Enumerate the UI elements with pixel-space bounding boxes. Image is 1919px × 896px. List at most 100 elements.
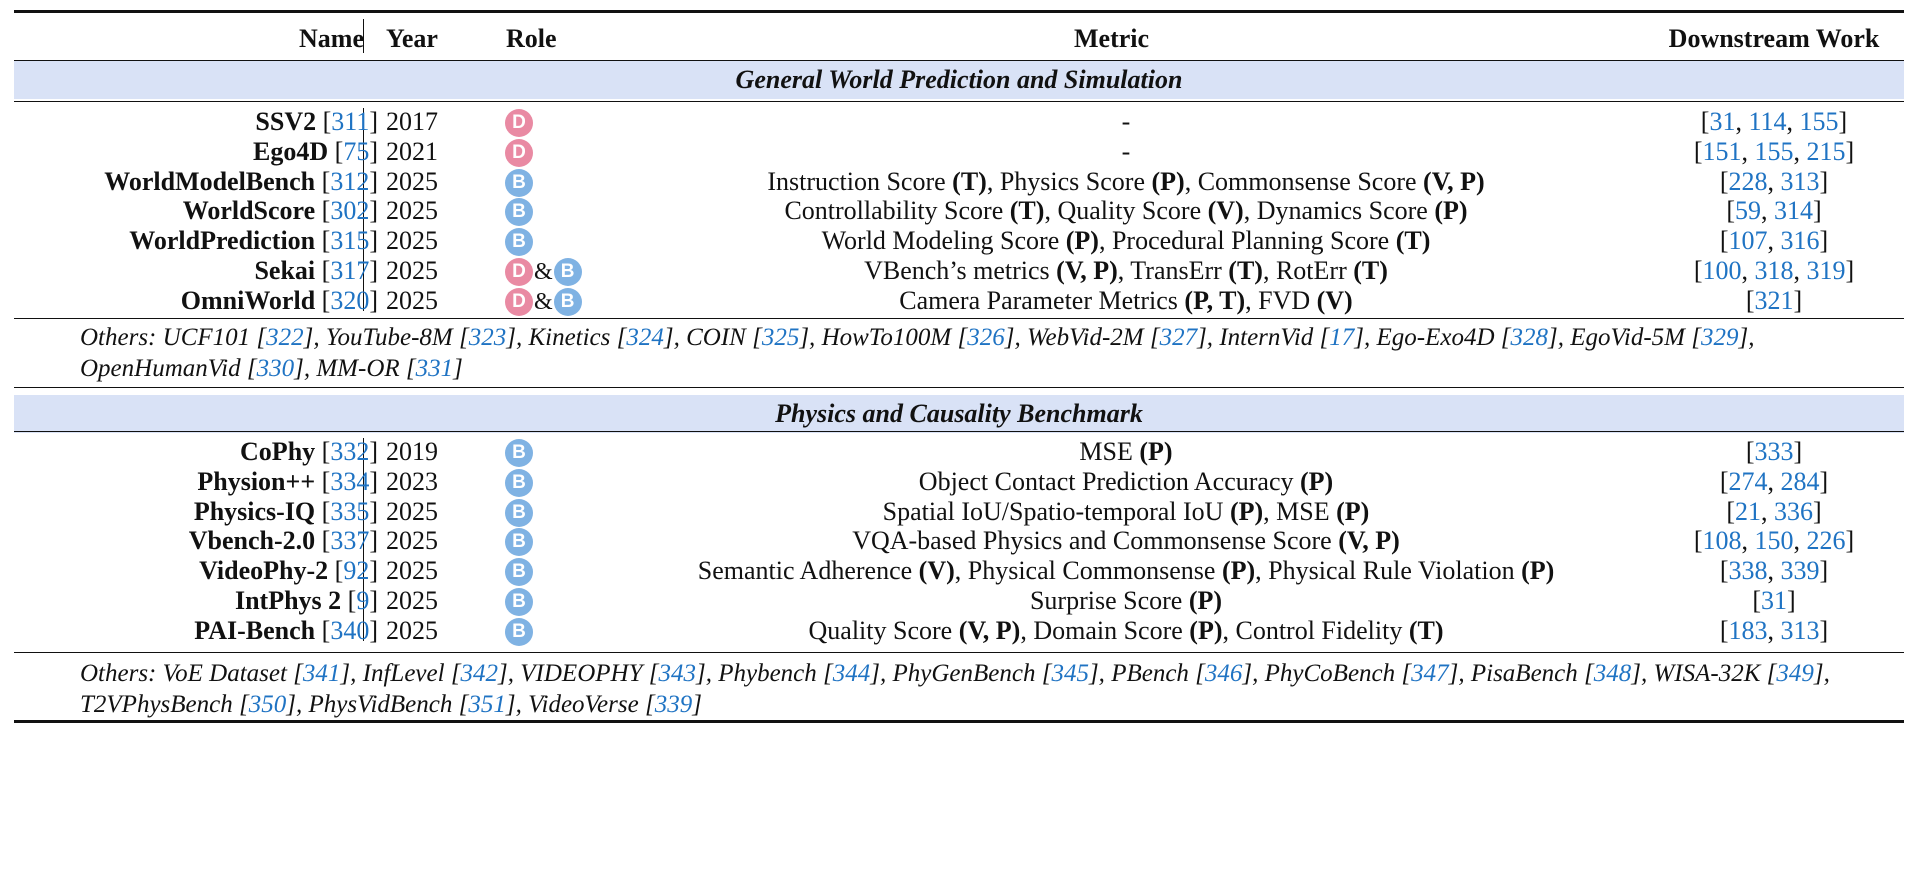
citation-link[interactable]: 340 — [330, 615, 370, 645]
citation-link[interactable]: 339 — [654, 691, 693, 718]
citation-link[interactable]: 9 — [356, 586, 370, 615]
bracket-close: ], — [303, 324, 326, 351]
citation-link[interactable]: 284 — [1780, 466, 1820, 496]
citation-link[interactable]: 226 — [1806, 526, 1846, 556]
citation-link[interactable]: 302 — [330, 196, 370, 226]
bracket-close: ] — [1819, 556, 1829, 586]
citation-link[interactable]: 155 — [1799, 107, 1839, 136]
comma: , — [1786, 107, 1800, 136]
citation-link[interactable]: 313 — [1780, 166, 1820, 196]
comma: , — [1767, 615, 1781, 645]
role-cell: B — [505, 227, 533, 257]
metric-text: Semantic Adherence — [697, 556, 919, 586]
citation-link[interactable]: 343 — [658, 660, 696, 687]
citation-link[interactable]: 339 — [1780, 556, 1820, 586]
bracket-open: [ — [1726, 496, 1735, 526]
citation-link[interactable]: 327 — [1159, 324, 1198, 351]
citation-link[interactable]: 324 — [626, 324, 664, 351]
role-cell: D & B — [505, 287, 582, 317]
citation-link[interactable]: 59 — [1735, 196, 1761, 226]
citation-link[interactable]: 341 — [302, 660, 341, 687]
citation-link[interactable]: 314 — [1774, 196, 1813, 226]
metric-dimension: (P) — [1065, 226, 1099, 256]
citation-link[interactable]: 348 — [1593, 660, 1632, 687]
citation-link[interactable]: 100 — [1702, 256, 1742, 285]
bracket-close: ] — [369, 615, 378, 645]
metric-text: VBench’s metrics — [864, 256, 1057, 285]
citation-link[interactable]: 75 — [343, 136, 370, 166]
column-separator — [363, 108, 365, 311]
citation-link[interactable]: 31 — [1761, 586, 1787, 615]
citation-link[interactable]: 316 — [1780, 226, 1820, 256]
citation-link[interactable]: 107 — [1728, 226, 1768, 256]
downstream-cell: [274, 284] — [1644, 464, 1904, 501]
citation-link[interactable]: 338 — [1728, 556, 1768, 586]
role-cell: D & B — [505, 257, 582, 287]
others-item: PisaBench [ — [1470, 660, 1594, 687]
citation-link[interactable]: 319 — [1806, 256, 1846, 285]
benchmark-badge: B — [505, 198, 533, 227]
citation-link[interactable]: 318 — [1754, 256, 1794, 285]
metric-dimension: (V, P) — [1056, 256, 1118, 285]
citation-link[interactable]: 329 — [1700, 324, 1739, 351]
citation-link[interactable]: 315 — [330, 226, 370, 256]
citation-link[interactable]: 347 — [1411, 660, 1449, 687]
year-cell: 2025 — [386, 586, 438, 615]
others-note: Others: UCF101 [322], YouTube-8M [323], … — [80, 322, 1894, 384]
dataset-name-label: OmniWorld — [180, 285, 316, 315]
citation-link[interactable]: 17 — [1329, 324, 1355, 351]
citation-link[interactable]: 346 — [1204, 660, 1243, 687]
citation-link[interactable]: 150 — [1754, 526, 1794, 556]
citation-link[interactable]: 351 — [468, 691, 506, 718]
citation-link[interactable]: 333 — [1754, 437, 1794, 466]
citation-link[interactable]: 344 — [832, 660, 871, 687]
citation-link[interactable]: 336 — [1774, 496, 1813, 526]
bracket-close: ] — [1813, 196, 1822, 226]
citation-link[interactable]: 313 — [1780, 615, 1820, 645]
citation-link[interactable]: 321 — [1754, 285, 1794, 315]
citation-link[interactable]: 334 — [330, 466, 370, 496]
citation-link[interactable]: 331 — [415, 355, 454, 382]
citation-link[interactable]: 155 — [1754, 136, 1794, 166]
citation-link[interactable]: 21 — [1735, 496, 1761, 526]
citation-link[interactable]: 349 — [1776, 660, 1814, 687]
others-item: EgoVid-5M [ — [1570, 324, 1701, 351]
metric-text: - — [1121, 107, 1131, 136]
citation-link[interactable]: 322 — [266, 324, 304, 351]
citation-link[interactable]: 325 — [761, 324, 800, 351]
citation-link[interactable]: 312 — [330, 166, 370, 196]
citation-link[interactable]: 345 — [1051, 660, 1089, 687]
citation-link[interactable]: 311 — [331, 107, 370, 136]
header-separator — [363, 19, 365, 53]
citation-link[interactable]: 350 — [248, 691, 287, 718]
citation-link[interactable]: 342 — [460, 660, 499, 687]
citation-link[interactable]: 108 — [1702, 526, 1742, 556]
others-item: InternVid [ — [1219, 324, 1330, 351]
others-item: VIDEOPHY [ — [520, 660, 659, 687]
metric-text: , Physics Score — [986, 166, 1152, 196]
citation-link[interactable]: 328 — [1510, 324, 1548, 351]
citation-link[interactable]: 92 — [343, 556, 370, 586]
citation-link[interactable]: 320 — [330, 285, 370, 315]
citation-link[interactable]: 114 — [1748, 107, 1787, 136]
citation-link[interactable]: 31 — [1709, 107, 1736, 136]
metric-text: Quality Score — [808, 615, 959, 645]
citation-link[interactable]: 330 — [256, 355, 295, 382]
table-row: WorldModelBench [312] 2025 B Instruction Sc… — [14, 164, 1904, 201]
table-row: IntPhys 2 [9] 2025 B Surprise Score (P) [31] — [14, 583, 1904, 620]
citation-link[interactable]: 183 — [1728, 615, 1768, 645]
citation-link[interactable]: 317 — [330, 256, 370, 285]
citation-link[interactable]: 335 — [330, 496, 370, 526]
citation-link[interactable]: 332 — [330, 437, 370, 466]
citation-link[interactable]: 274 — [1728, 466, 1768, 496]
citation-link[interactable]: 337 — [330, 526, 370, 556]
citation-link[interactable]: 326 — [967, 324, 1005, 351]
bracket-close: ], — [1813, 660, 1830, 687]
bracket-close: ] — [1838, 107, 1848, 136]
citation-link[interactable]: 228 — [1728, 166, 1768, 196]
citation-link[interactable]: 215 — [1806, 136, 1846, 166]
metric-text: , Procedural Planning Score — [1098, 226, 1396, 256]
citation-link[interactable]: 151 — [1702, 136, 1742, 166]
citation-link[interactable]: 323 — [468, 324, 507, 351]
bracket-close: ], — [506, 324, 529, 351]
